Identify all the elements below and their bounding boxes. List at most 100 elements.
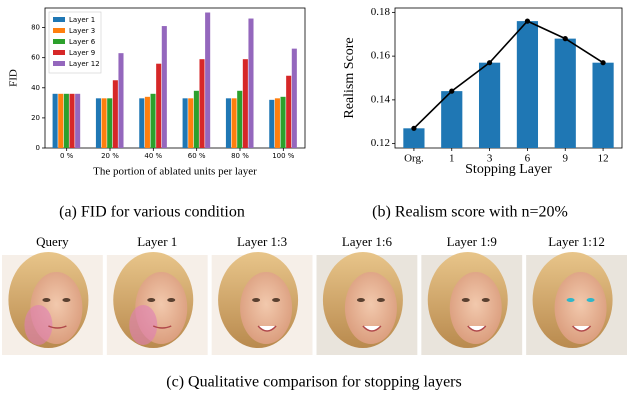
eye bbox=[462, 298, 470, 302]
y-tick-label: 80 bbox=[31, 24, 40, 32]
image-label: Layer 1:12 bbox=[548, 234, 605, 249]
bar bbox=[107, 98, 112, 148]
bar bbox=[403, 128, 424, 148]
bar bbox=[188, 98, 193, 148]
x-tick-label: 100 % bbox=[272, 152, 295, 160]
eye bbox=[357, 298, 365, 302]
trend-point bbox=[600, 60, 605, 65]
bar bbox=[226, 98, 231, 148]
image-label: Layer 1:3 bbox=[237, 234, 287, 249]
y-tick-label: 0.14 bbox=[371, 93, 391, 105]
face-image bbox=[317, 252, 418, 355]
trend-point bbox=[563, 36, 568, 41]
bar bbox=[102, 98, 107, 148]
x-tick-label: 40 % bbox=[144, 152, 162, 160]
figure: 0 20 40 60 80 0 % 20 % 40 % 60 % 80 % 100 % The por… bbox=[0, 0, 629, 400]
y-tick-label: 40 bbox=[31, 84, 40, 92]
bar bbox=[64, 94, 69, 148]
face bbox=[555, 272, 607, 344]
face-image bbox=[212, 252, 313, 355]
x-tick-label: 80 % bbox=[231, 152, 249, 160]
x-tick-label: 1 bbox=[449, 153, 455, 165]
face-image bbox=[526, 252, 627, 355]
artifact bbox=[24, 305, 52, 345]
legend-swatch bbox=[53, 17, 65, 22]
image-label: Layer 1:9 bbox=[447, 234, 497, 249]
y-tick-label: 0.12 bbox=[371, 137, 390, 149]
bar bbox=[151, 94, 156, 148]
bar bbox=[58, 94, 63, 148]
bar bbox=[205, 13, 210, 148]
eye bbox=[62, 298, 70, 302]
x-tick-label: 12 bbox=[598, 153, 609, 165]
legend-label: Layer 12 bbox=[69, 60, 100, 68]
eye bbox=[587, 298, 595, 302]
bar bbox=[243, 59, 248, 148]
x-tick-label: 20 % bbox=[101, 152, 119, 160]
bar bbox=[232, 98, 237, 148]
trend-point bbox=[487, 60, 492, 65]
bar bbox=[113, 80, 118, 148]
bar bbox=[281, 97, 286, 148]
image-label: Layer 1 bbox=[137, 234, 177, 249]
y-tick-label: 60 bbox=[31, 54, 40, 62]
face bbox=[450, 272, 502, 344]
face-image bbox=[107, 252, 208, 355]
bar bbox=[292, 49, 297, 148]
legend-label: Layer 6 bbox=[69, 38, 96, 46]
eye bbox=[377, 298, 385, 302]
bar bbox=[237, 91, 242, 148]
bar bbox=[194, 91, 199, 148]
y-tick-label: 20 bbox=[31, 114, 40, 122]
bar bbox=[517, 21, 538, 148]
bar bbox=[145, 97, 150, 148]
eye bbox=[272, 298, 280, 302]
eye bbox=[167, 298, 175, 302]
x-tick-label: 60 % bbox=[188, 152, 206, 160]
x-axis-label: Stopping Layer bbox=[465, 162, 552, 177]
image-label: Query bbox=[36, 234, 69, 249]
legend-label: Layer 3 bbox=[69, 27, 95, 35]
bar bbox=[248, 19, 253, 148]
y-tick-label: 0.16 bbox=[371, 50, 391, 62]
bar bbox=[275, 98, 280, 148]
trend-point bbox=[411, 126, 416, 131]
bar bbox=[592, 63, 613, 148]
legend-label: Layer 9 bbox=[69, 49, 95, 57]
eye bbox=[42, 298, 50, 302]
x-tick-label: Org. bbox=[404, 153, 424, 165]
caption: (c) Qualitative comparison for stopping … bbox=[166, 374, 461, 391]
legend-swatch bbox=[53, 39, 65, 44]
legend-label: Layer 1 bbox=[69, 16, 95, 24]
caption: (b) Realism score with n=20% bbox=[372, 204, 568, 221]
bar bbox=[479, 63, 500, 148]
x-axis-label: The portion of ablated units per layer bbox=[93, 166, 257, 178]
face bbox=[345, 272, 397, 344]
y-axis-label: FID bbox=[8, 69, 20, 87]
eye bbox=[252, 298, 260, 302]
face-image bbox=[2, 252, 103, 355]
x-tick-label: 9 bbox=[563, 153, 569, 165]
trend-point bbox=[525, 19, 530, 24]
bar bbox=[96, 98, 101, 148]
bar bbox=[441, 91, 462, 148]
face-image bbox=[421, 252, 522, 355]
x-tick-label: 0 % bbox=[60, 152, 74, 160]
bar bbox=[53, 94, 58, 148]
face bbox=[240, 272, 292, 344]
bar bbox=[118, 53, 123, 148]
bar bbox=[139, 98, 144, 148]
legend-swatch bbox=[53, 61, 65, 66]
y-tick-label: 0 bbox=[36, 144, 40, 152]
image-label: Layer 1:6 bbox=[342, 234, 393, 249]
trend-point bbox=[449, 89, 454, 94]
eye bbox=[147, 298, 155, 302]
bar bbox=[286, 76, 291, 148]
bar bbox=[199, 59, 204, 148]
eye bbox=[482, 298, 490, 302]
eye bbox=[567, 298, 575, 302]
legend-swatch bbox=[53, 28, 65, 33]
bar bbox=[69, 94, 74, 148]
caption: (a) FID for various condition bbox=[59, 204, 245, 221]
y-axis-label: Realism Score bbox=[342, 37, 357, 118]
